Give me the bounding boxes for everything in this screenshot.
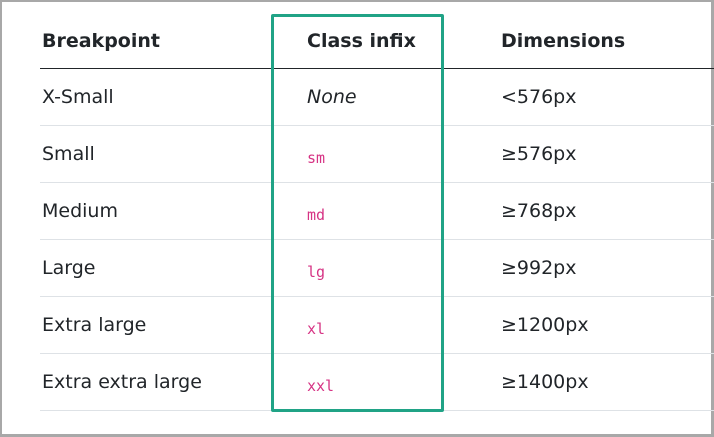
breakpoint-cell: X-Small bbox=[42, 86, 114, 108]
table-row: Extra extra large xxl ≥1400px bbox=[40, 354, 714, 411]
table-row: Small sm ≥576px bbox=[40, 126, 714, 183]
breakpoint-cell: Medium bbox=[42, 200, 118, 222]
table-header-row: Breakpoint Class infix Dimensions bbox=[40, 14, 714, 69]
class-infix-cell: xl bbox=[307, 320, 326, 338]
header-class-infix: Class infix bbox=[307, 30, 416, 52]
class-infix-cell: sm bbox=[307, 149, 326, 167]
breakpoint-cell: Extra extra large bbox=[42, 371, 202, 393]
class-infix-cell: None bbox=[307, 86, 357, 108]
breakpoints-table: Breakpoint Class infix Dimensions X-Smal… bbox=[40, 14, 714, 411]
header-breakpoint: Breakpoint bbox=[42, 30, 160, 52]
breakpoint-cell: Extra large bbox=[42, 314, 147, 336]
table-row: Medium md ≥768px bbox=[40, 183, 714, 240]
dimensions-cell: ≥1200px bbox=[501, 314, 589, 336]
breakpoint-cell: Large bbox=[42, 257, 96, 279]
dimensions-cell: ≥576px bbox=[501, 143, 577, 165]
breakpoint-cell: Small bbox=[42, 143, 95, 165]
dimensions-cell: ≥992px bbox=[501, 257, 577, 279]
table-row: X-Small None <576px bbox=[40, 69, 714, 126]
header-dimensions: Dimensions bbox=[501, 30, 626, 52]
dimensions-cell: ≥768px bbox=[501, 200, 577, 222]
dimensions-cell: <576px bbox=[501, 86, 577, 108]
class-infix-cell: lg bbox=[307, 263, 326, 281]
table-row: Large lg ≥992px bbox=[40, 240, 714, 297]
class-infix-cell: xxl bbox=[307, 377, 335, 395]
table-row: Extra large xl ≥1200px bbox=[40, 297, 714, 354]
class-infix-cell: md bbox=[307, 206, 326, 224]
dimensions-cell: ≥1400px bbox=[501, 371, 589, 393]
